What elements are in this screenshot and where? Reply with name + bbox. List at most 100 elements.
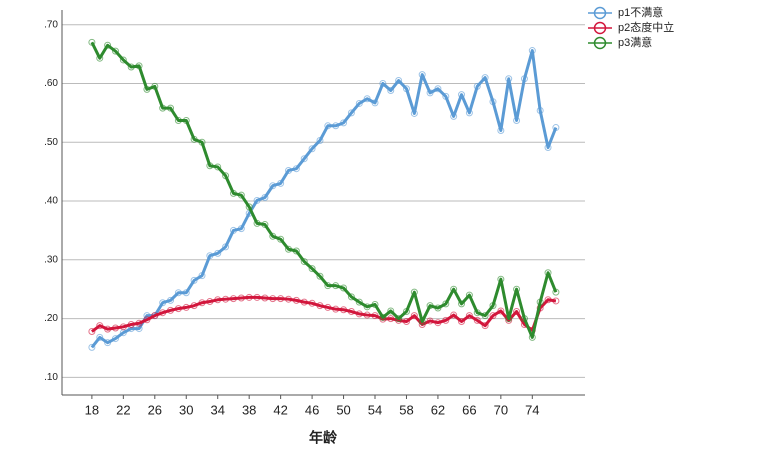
data-point xyxy=(347,308,355,316)
data-point xyxy=(229,189,237,197)
data-point xyxy=(292,296,300,304)
data-point xyxy=(277,295,285,303)
data-point xyxy=(237,294,245,302)
x-tick-label: 66 xyxy=(462,402,476,417)
data-point xyxy=(222,172,230,180)
data-point xyxy=(434,85,442,93)
data-point xyxy=(387,307,395,315)
series-line xyxy=(90,295,557,333)
data-point xyxy=(167,296,175,304)
data-point xyxy=(198,272,206,280)
data-point xyxy=(285,166,293,174)
data-point xyxy=(434,304,442,312)
data-point xyxy=(316,302,324,310)
data-point xyxy=(355,310,363,318)
data-point xyxy=(277,179,285,187)
data-point xyxy=(167,104,175,112)
data-point xyxy=(292,165,300,173)
data-point xyxy=(395,315,403,323)
data-point xyxy=(111,324,119,332)
x-tick-label: 46 xyxy=(305,402,319,417)
data-point xyxy=(513,117,521,125)
data-point xyxy=(489,302,497,310)
x-tick-label: 18 xyxy=(85,402,99,417)
data-point xyxy=(96,333,104,341)
data-point xyxy=(544,144,552,152)
data-point xyxy=(379,313,387,321)
data-point xyxy=(426,89,434,97)
data-point xyxy=(300,298,308,306)
data-point xyxy=(151,312,159,320)
data-point xyxy=(402,85,410,93)
legend-item: p2态度中立 xyxy=(588,20,674,35)
legend-label: p1不满意 xyxy=(618,5,663,19)
data-point xyxy=(520,75,528,83)
data-point xyxy=(489,98,497,106)
y-tick-label: .40 xyxy=(44,196,58,207)
data-point xyxy=(222,295,230,303)
x-tick-label: 26 xyxy=(148,402,162,417)
data-point xyxy=(159,309,167,317)
data-point xyxy=(481,312,489,320)
data-point xyxy=(229,226,237,234)
x-tick-label: 62 xyxy=(431,402,445,417)
data-point xyxy=(261,194,269,202)
data-point xyxy=(355,99,363,107)
data-point xyxy=(237,191,245,199)
data-point xyxy=(104,339,112,347)
data-point xyxy=(497,275,505,283)
x-tick-label: 74 xyxy=(525,402,539,417)
y-tick-label: .70 xyxy=(44,19,58,30)
data-point xyxy=(442,300,450,308)
data-point xyxy=(174,289,182,297)
data-point xyxy=(528,333,536,341)
data-point xyxy=(269,182,277,190)
data-point xyxy=(332,122,340,130)
y-tick-label: .10 xyxy=(44,372,58,383)
legend-marker xyxy=(593,6,607,20)
y-tick-label: .60 xyxy=(44,78,58,89)
legend-marker xyxy=(593,36,607,50)
data-point xyxy=(458,300,466,308)
data-point xyxy=(159,299,167,307)
data-point xyxy=(253,219,261,227)
data-point xyxy=(426,317,434,325)
data-point xyxy=(214,249,222,257)
data-point xyxy=(245,203,253,211)
data-point xyxy=(253,196,261,204)
data-point xyxy=(505,315,513,323)
data-point xyxy=(473,82,481,90)
data-point xyxy=(198,299,206,307)
data-point xyxy=(214,296,222,304)
x-tick-label: 54 xyxy=(368,402,382,417)
data-point xyxy=(536,107,544,115)
data-point xyxy=(324,303,332,311)
x-tick-label: 30 xyxy=(179,402,193,417)
data-point xyxy=(182,303,190,311)
x-tick-label: 38 xyxy=(242,402,256,417)
data-point xyxy=(245,293,253,301)
x-tick-label: 50 xyxy=(336,402,350,417)
data-point xyxy=(473,316,481,324)
data-point xyxy=(347,109,355,117)
data-point xyxy=(481,74,489,82)
data-point xyxy=(497,307,505,315)
data-point xyxy=(363,95,371,103)
data-point xyxy=(473,309,481,317)
data-point xyxy=(300,155,308,163)
x-tick-label: 70 xyxy=(494,402,508,417)
x-tick-label: 34 xyxy=(210,402,224,417)
data-point xyxy=(111,335,119,343)
data-point xyxy=(111,47,119,55)
data-point xyxy=(458,318,466,326)
data-point xyxy=(174,117,182,125)
data-point xyxy=(167,306,175,314)
data-point xyxy=(190,302,198,310)
data-point xyxy=(159,104,167,112)
data-point xyxy=(261,221,269,229)
data-point xyxy=(206,252,214,260)
data-point xyxy=(418,318,426,326)
data-point xyxy=(544,296,552,304)
data-point xyxy=(465,109,473,117)
